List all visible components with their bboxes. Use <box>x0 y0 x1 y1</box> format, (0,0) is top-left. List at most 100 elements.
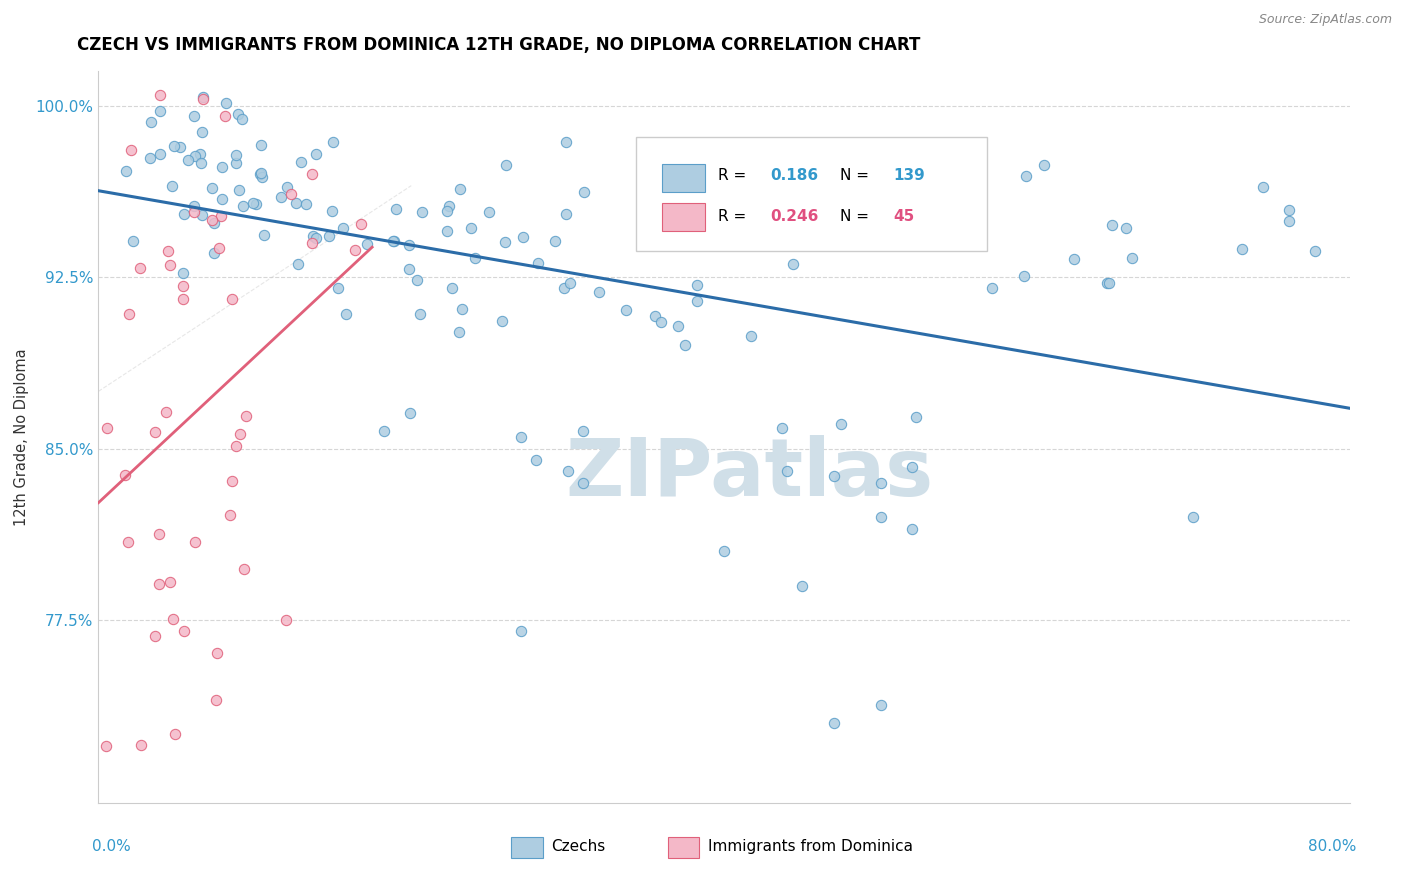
Point <box>207 646 229 660</box>
Point <box>121 234 143 248</box>
Point <box>1121 251 1143 265</box>
Point <box>215 96 238 111</box>
Point <box>172 279 194 293</box>
Point <box>1032 158 1054 172</box>
Point <box>252 169 274 184</box>
Point <box>159 258 181 272</box>
Point <box>572 185 595 199</box>
Bar <box>668 838 699 858</box>
Point <box>229 426 252 441</box>
Point <box>149 88 172 103</box>
Point <box>441 281 464 295</box>
Point <box>211 160 233 174</box>
Text: CZECH VS IMMIGRANTS FROM DOMINICA 12TH GRADE, NO DIPLOMA CORRELATION CHART: CZECH VS IMMIGRANTS FROM DOMINICA 12TH G… <box>77 36 921 54</box>
Point <box>117 307 139 321</box>
Point <box>183 109 205 123</box>
Point <box>120 143 142 157</box>
Point <box>249 167 271 181</box>
Point <box>1182 510 1205 524</box>
Point <box>356 236 378 251</box>
Point <box>869 475 891 490</box>
Point <box>149 104 172 119</box>
Point <box>614 303 637 318</box>
Point <box>301 236 323 251</box>
Point <box>169 140 191 154</box>
Point <box>572 424 595 438</box>
Point <box>274 613 298 627</box>
Point <box>143 629 166 643</box>
Point <box>302 228 325 243</box>
Point <box>211 193 233 207</box>
Point <box>184 534 207 549</box>
Point <box>526 453 548 467</box>
Point <box>226 107 249 121</box>
Text: 0.0%: 0.0% <box>93 839 131 855</box>
Point <box>385 202 408 217</box>
Point <box>305 147 328 161</box>
Point <box>555 207 578 221</box>
Point <box>225 438 247 452</box>
FancyBboxPatch shape <box>637 137 987 251</box>
Point <box>1063 252 1085 266</box>
Point <box>1115 220 1137 235</box>
Point <box>644 310 666 324</box>
Point <box>451 301 474 316</box>
Point <box>228 183 250 197</box>
Point <box>491 313 513 327</box>
Point <box>406 273 429 287</box>
Text: 0.186: 0.186 <box>770 169 818 184</box>
Point <box>713 544 735 558</box>
Point <box>242 196 264 211</box>
Text: Source: ZipAtlas.com: Source: ZipAtlas.com <box>1258 13 1392 27</box>
Text: R =: R = <box>718 209 751 224</box>
Text: N =: N = <box>841 169 875 184</box>
Point <box>232 198 254 212</box>
Point <box>235 409 257 423</box>
Point <box>673 338 696 352</box>
Point <box>301 167 323 181</box>
Point <box>460 220 482 235</box>
Point <box>408 306 430 320</box>
Point <box>209 210 232 224</box>
Point <box>495 158 517 172</box>
Y-axis label: 12th Grade, No Diploma: 12th Grade, No Diploma <box>14 348 28 526</box>
Text: 0.246: 0.246 <box>770 209 818 224</box>
Point <box>703 181 725 195</box>
Point <box>686 294 709 309</box>
Point <box>204 216 226 230</box>
Point <box>183 199 205 213</box>
Point <box>162 179 184 194</box>
Point <box>436 224 458 238</box>
Point <box>560 276 582 290</box>
Point <box>1251 180 1274 194</box>
Point <box>436 204 458 219</box>
Point <box>138 151 160 165</box>
Point <box>1303 244 1326 258</box>
Point <box>751 178 773 193</box>
Point <box>326 280 349 294</box>
Point <box>250 165 273 179</box>
Point <box>184 149 207 163</box>
Point <box>176 153 198 168</box>
Point <box>318 228 340 243</box>
Point <box>221 292 243 306</box>
Point <box>115 164 138 178</box>
Point <box>173 207 195 221</box>
Point <box>204 693 226 707</box>
Point <box>173 624 195 639</box>
Point <box>141 115 163 129</box>
Point <box>350 217 373 231</box>
Point <box>478 204 501 219</box>
Text: Czechs: Czechs <box>551 839 606 855</box>
Point <box>343 243 366 257</box>
Point <box>280 187 302 202</box>
Point <box>172 266 194 280</box>
Point <box>193 89 215 103</box>
Point <box>143 425 166 439</box>
Point <box>437 199 460 213</box>
Text: N =: N = <box>841 209 875 224</box>
Point <box>201 213 224 227</box>
Point <box>253 227 276 242</box>
Point <box>1098 276 1121 290</box>
Point <box>557 464 579 478</box>
